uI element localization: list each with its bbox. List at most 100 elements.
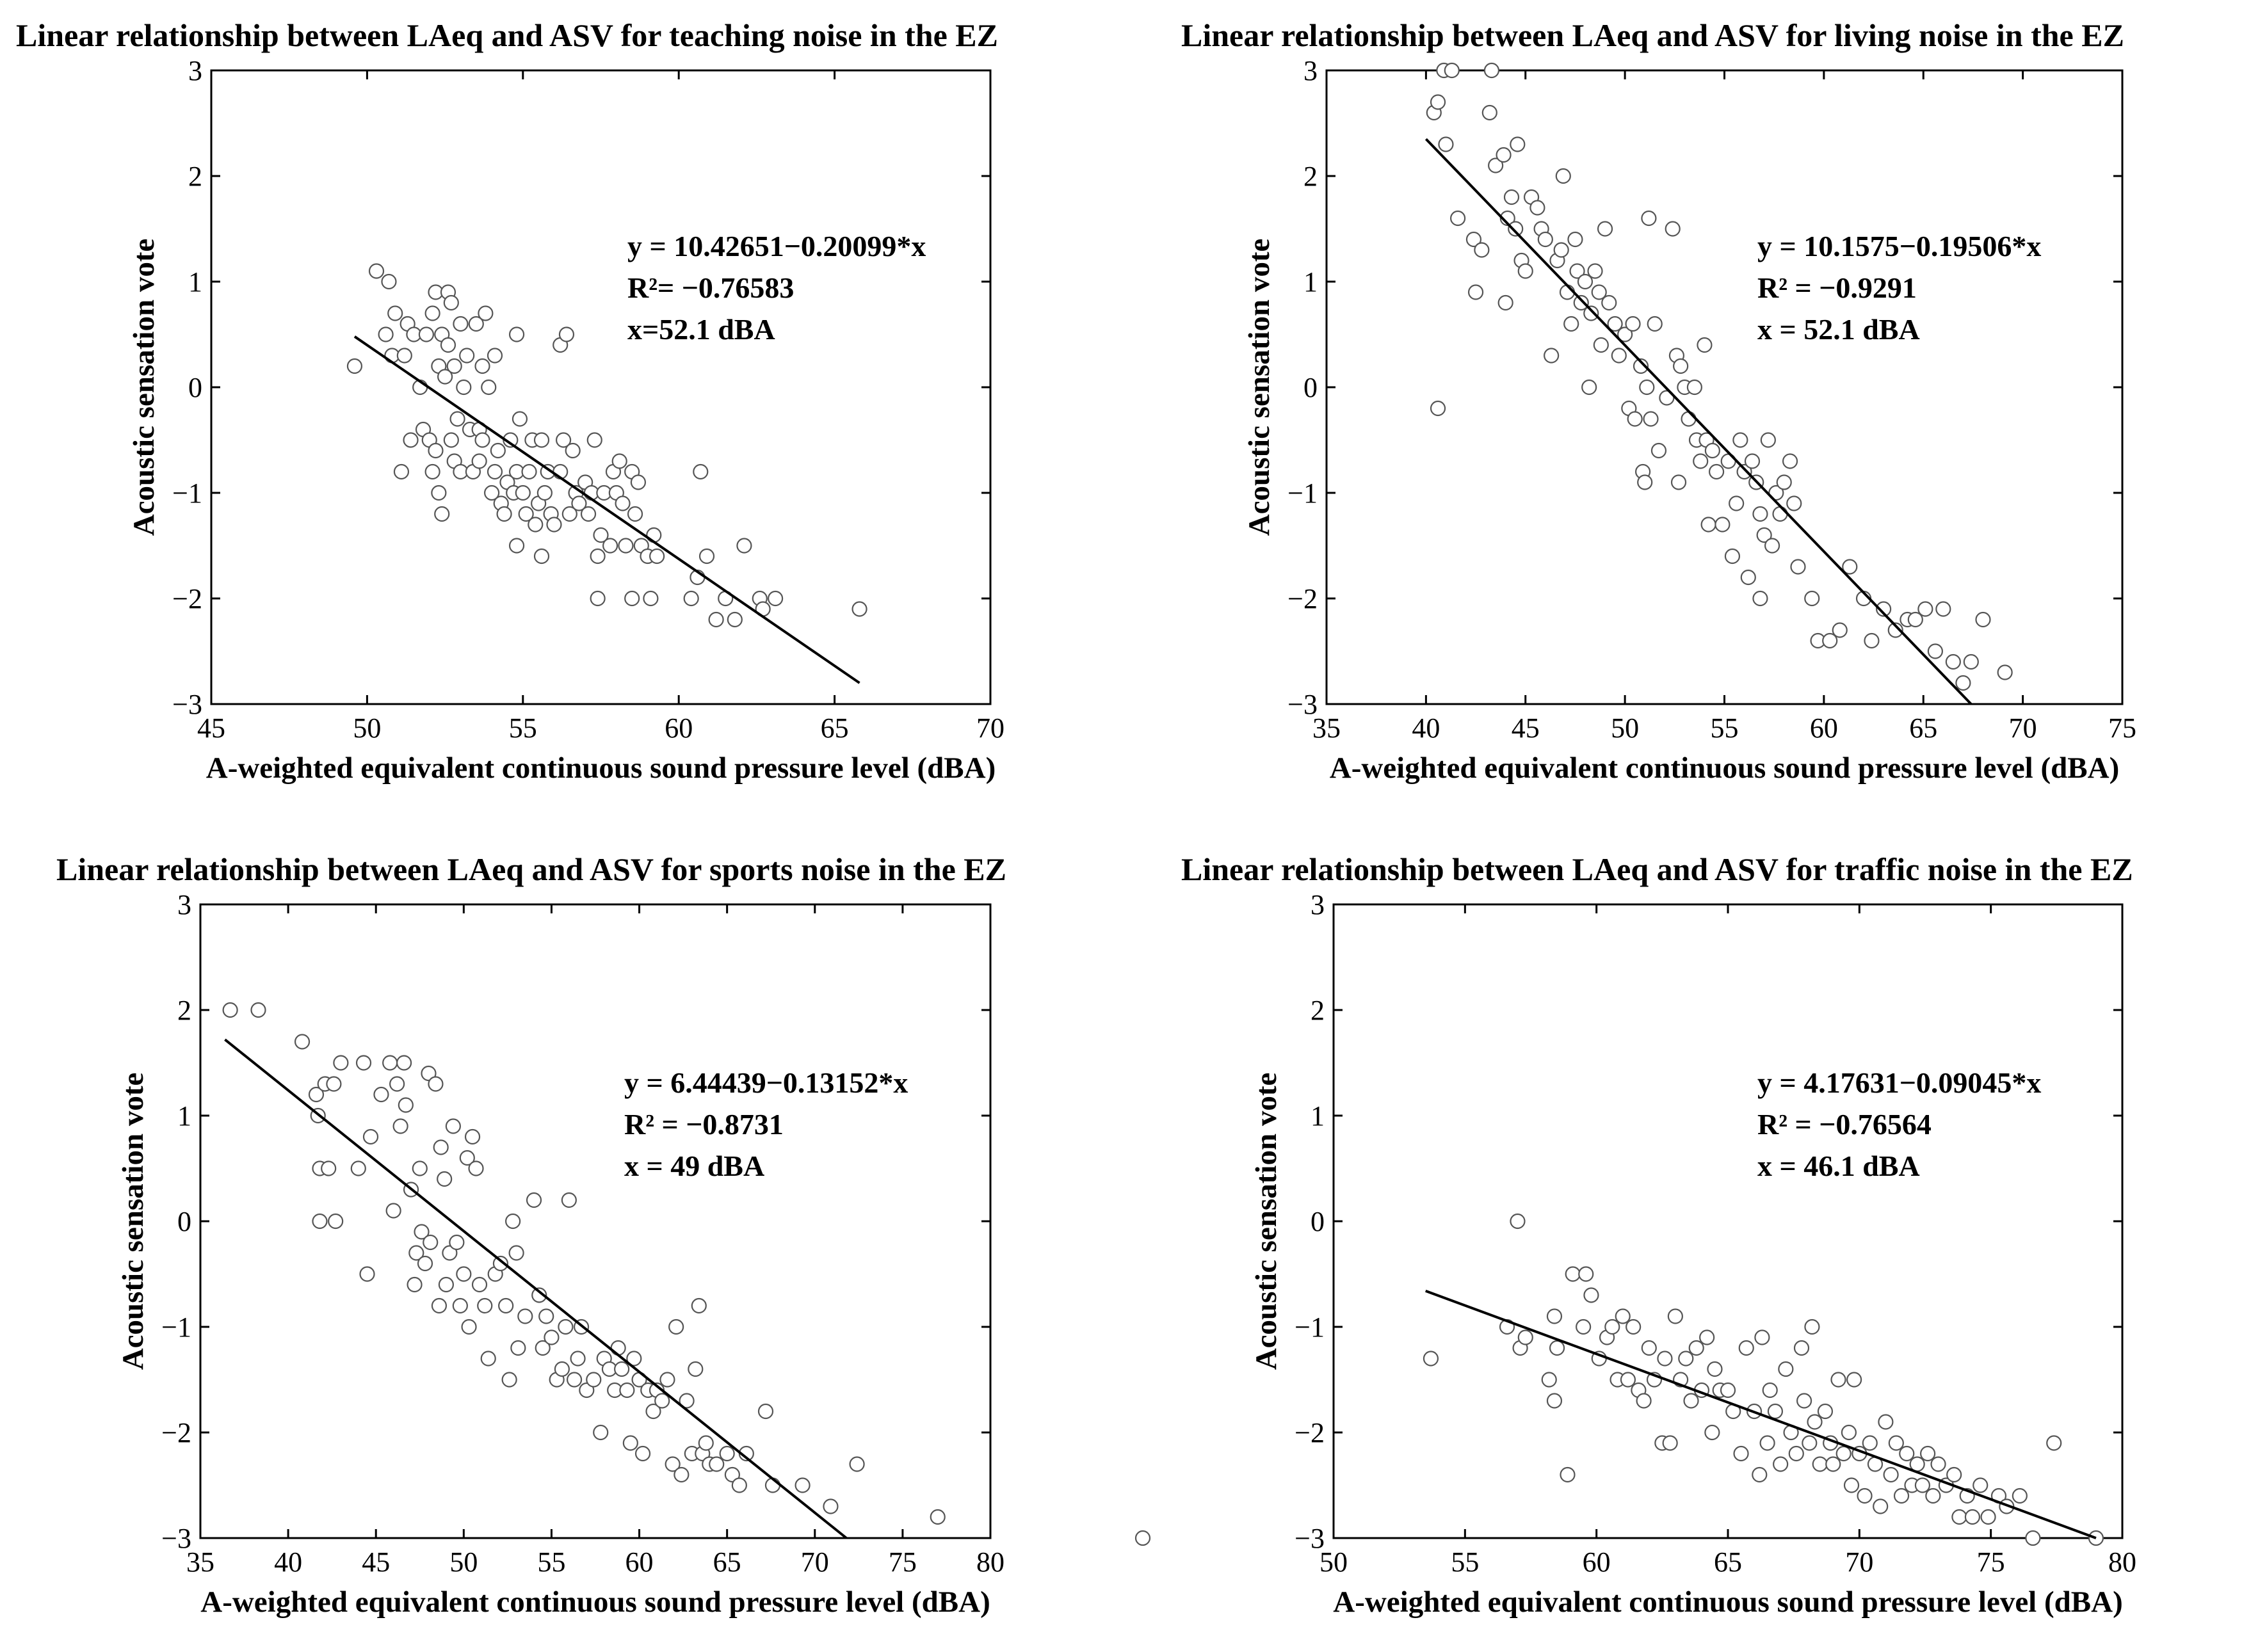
data-point — [312, 1213, 328, 1230]
data-point — [443, 432, 459, 448]
data-point — [2012, 1488, 2028, 1504]
data-point — [1650, 442, 1667, 459]
plot-frame — [1332, 903, 2124, 1539]
data-point — [407, 1276, 423, 1293]
data-point — [757, 1403, 774, 1420]
data-point — [1555, 168, 1571, 184]
data-point — [1817, 1403, 1834, 1420]
data-point — [1878, 1414, 1894, 1430]
data-point — [433, 1139, 449, 1155]
chart-title: Linear relationship between LAeq and ASV… — [16, 17, 998, 53]
data-point — [1670, 474, 1687, 490]
data-point — [484, 485, 500, 501]
data-point — [1841, 1424, 1857, 1441]
data-point — [428, 442, 444, 459]
data-point — [437, 1171, 453, 1187]
data-point — [424, 463, 440, 480]
regression-annotation: x = 46.1 dBA — [1757, 1150, 1920, 1182]
data-point — [645, 1403, 661, 1420]
data-point — [709, 1456, 725, 1472]
data-point — [1517, 263, 1533, 279]
data-point — [1804, 590, 1820, 607]
data-point — [250, 1002, 266, 1018]
data-point — [445, 1118, 461, 1134]
y-tick-label: 2 — [1303, 161, 1318, 192]
data-point — [424, 305, 440, 321]
data-point — [1503, 189, 1520, 205]
x-axis-label: A-weighted equivalent continuous sound p… — [1333, 1585, 2122, 1619]
y-tick-label: 1 — [177, 1100, 191, 1132]
data-point — [526, 1192, 542, 1208]
data-point — [566, 1372, 583, 1388]
data-point — [1686, 379, 1702, 396]
data-point — [1782, 453, 1798, 469]
data-point — [1778, 1361, 1794, 1377]
data-point — [1678, 1351, 1694, 1367]
data-point — [602, 538, 618, 554]
data-point — [1662, 1435, 1678, 1451]
data-point — [1830, 1372, 1846, 1388]
data-point — [1873, 1498, 1889, 1514]
y-tick-label: 2 — [1311, 995, 1325, 1026]
data-point — [1620, 1372, 1636, 1388]
data-point — [1546, 1308, 1563, 1324]
data-point — [1563, 316, 1579, 332]
data-point — [1773, 1456, 1789, 1472]
data-point — [508, 326, 525, 342]
data-point — [408, 1245, 424, 1261]
data-point — [659, 1372, 675, 1388]
data-point — [538, 1308, 554, 1324]
data-point — [665, 1456, 681, 1472]
data-point — [362, 1128, 379, 1145]
y-tick-label: 1 — [1303, 266, 1318, 298]
data-point — [1576, 1319, 1592, 1335]
data-point — [1597, 221, 1613, 237]
regression-annotation: x = 52.1 dBA — [1757, 313, 1920, 346]
x-tick-label: 70 — [976, 712, 1004, 744]
data-point — [1510, 136, 1526, 152]
x-axis-label: A-weighted equivalent continuous sound p… — [206, 751, 996, 785]
data-point — [1857, 1488, 1873, 1504]
data-point — [1430, 94, 1446, 110]
data-point — [1667, 1308, 1683, 1324]
data-point — [618, 538, 634, 554]
data-point — [1736, 463, 1752, 480]
y-tick-label: −1 — [1295, 1311, 1325, 1343]
data-point — [1449, 210, 1466, 227]
data-point — [501, 1372, 517, 1388]
x-tick-label: 55 — [509, 712, 537, 744]
x-tick-label: 65 — [713, 1546, 741, 1578]
data-point — [346, 358, 363, 374]
data-point — [1591, 284, 1607, 300]
data-point — [1704, 442, 1720, 459]
data-point — [1641, 1340, 1657, 1356]
x-tick-label: 50 — [1319, 1546, 1348, 1578]
data-point — [1793, 1340, 1810, 1356]
data-point — [510, 1340, 526, 1356]
data-point — [1964, 1509, 1981, 1525]
data-point — [586, 1372, 602, 1388]
data-point — [1553, 242, 1569, 258]
data-point — [1935, 601, 1951, 617]
data-point — [1907, 611, 1923, 628]
data-point — [646, 527, 662, 543]
data-point — [1756, 527, 1772, 543]
y-axis-label: Acoustic sensation vote — [1243, 239, 1276, 536]
data-point — [1732, 432, 1748, 448]
data-point — [593, 527, 609, 543]
data-point — [1893, 1488, 1910, 1504]
data-point — [1529, 200, 1545, 216]
data-point — [1627, 411, 1643, 427]
x-tick-label: 75 — [1977, 1546, 2005, 1578]
data-point — [544, 1329, 560, 1345]
data-point — [1945, 654, 1961, 670]
data-point — [1697, 337, 1713, 353]
data-point — [1752, 1466, 1768, 1483]
data-point — [1914, 1477, 1930, 1493]
data-point — [438, 1276, 455, 1293]
data-point — [634, 1445, 651, 1462]
chart-title: Linear relationship between LAeq and ASV… — [1181, 17, 2124, 53]
y-axis-label: Acoustic sensation vote — [117, 1073, 150, 1370]
data-point — [1700, 517, 1716, 533]
